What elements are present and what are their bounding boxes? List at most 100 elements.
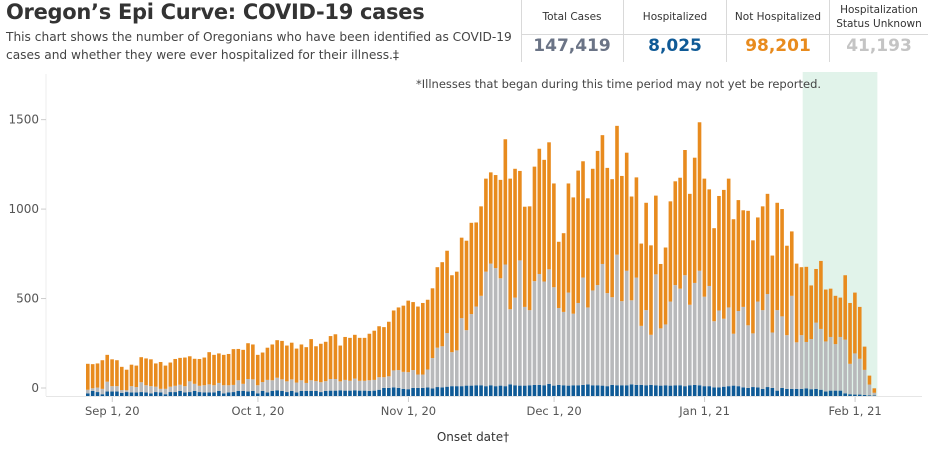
bar-hospitalized (814, 388, 818, 396)
bar-not-hospitalized (100, 360, 105, 389)
bar-hospitalized (722, 386, 726, 396)
bar-hospitalization-status-unknown (90, 388, 95, 391)
bar-not-hospitalized (688, 193, 692, 305)
bar-not-hospitalized (814, 268, 818, 323)
bar-hospitalization-status-unknown (571, 313, 576, 386)
y-tick-label: 0 (31, 381, 39, 395)
bar-not-hospitalized (275, 340, 279, 378)
bar-hospitalized (435, 387, 440, 396)
x-axis-ticks: Sep 1, 20 Oct 1, 20 Nov 1, 20 Dec 1, 20 Jan … (85, 397, 882, 418)
bar-hospitalized (285, 392, 289, 396)
bar-hospitalization-status-unknown (794, 342, 799, 389)
bar-hospitalized (119, 392, 124, 396)
bar-hospitalization-status-unknown (518, 260, 522, 386)
bar-not-hospitalized (751, 240, 755, 334)
bar-hospitalized (775, 390, 780, 396)
bar-hospitalized (770, 387, 775, 396)
bar-hospitalized (377, 389, 381, 396)
bar-hospitalized (804, 388, 809, 396)
bar-hospitalization-status-unknown (712, 321, 716, 388)
bar-not-hospitalized (639, 243, 644, 326)
bar-hospitalized (474, 385, 478, 396)
bar-hospitalization-status-unknown (799, 335, 804, 389)
bar-hospitalization-status-unknown (440, 346, 445, 388)
bar-hospitalization-status-unknown (202, 385, 207, 393)
bar-not-hospitalized (736, 200, 741, 312)
bar-not-hospitalized (658, 263, 663, 329)
bar-hospitalization-status-unknown (581, 277, 585, 385)
bar-hospitalization-status-unknown (683, 275, 687, 387)
bar-hospitalized (304, 390, 309, 396)
bar-hospitalization-status-unknown (746, 325, 750, 388)
bar-hospitalized (246, 391, 250, 396)
bar-not-hospitalized (610, 179, 614, 298)
bar-hospitalized (421, 387, 425, 396)
kpi-label: Not Hospitalized (727, 0, 829, 35)
bar-not-hospitalized (406, 300, 411, 373)
bar-hospitalized (581, 384, 585, 396)
bar-hospitalization-status-unknown (566, 292, 571, 386)
bar-hospitalized (760, 388, 765, 396)
bar-not-hospitalized (857, 306, 862, 359)
bar-hospitalized (357, 390, 362, 396)
bar-hospitalized (309, 390, 313, 396)
bar-hospitalization-status-unknown (707, 285, 712, 387)
bar-not-hospitalized (561, 233, 566, 312)
bar-not-hospitalized (255, 354, 260, 386)
bar-hospitalization-status-unknown (828, 336, 833, 391)
bar-not-hospitalized (537, 148, 542, 274)
bar-hospitalization-status-unknown (450, 352, 454, 387)
bar-hospitalization-status-unknown (401, 371, 406, 389)
bar-hospitalization-status-unknown (367, 380, 372, 391)
bar-hospitalized (348, 390, 352, 396)
bar-hospitalization-status-unknown (323, 381, 328, 391)
bar-not-hospitalized (362, 337, 367, 381)
bar-hospitalized (828, 390, 833, 396)
bar-hospitalized (663, 385, 668, 396)
bar-not-hospitalized (401, 305, 406, 372)
bar-hospitalized (144, 392, 148, 396)
bar-not-hospitalized (134, 365, 139, 388)
bar-not-hospitalized (382, 327, 386, 378)
bar-hospitalized (391, 387, 396, 396)
bar-hospitalized (678, 385, 682, 396)
bar-not-hospitalized (280, 340, 284, 380)
bar-hospitalization-status-unknown (158, 388, 163, 393)
y-tick-label: 500 (16, 292, 39, 306)
bar-hospitalization-status-unknown (629, 300, 634, 385)
bar-hospitalized (416, 387, 420, 396)
bar-hospitalization-status-unknown (785, 335, 789, 389)
bar-hospitalization-status-unknown (620, 301, 624, 386)
bar-not-hospitalized (202, 357, 207, 386)
bar-hospitalized (221, 393, 226, 396)
bar-hospitalization-status-unknown (867, 384, 872, 396)
bar-hospitalization-status-unknown (100, 388, 105, 395)
bar-hospitalized (809, 389, 813, 396)
bar-hospitalized (353, 390, 357, 396)
bar-hospitalized (561, 385, 566, 396)
bar-hospitalization-status-unknown (246, 379, 250, 392)
x-tick-label: Jan 1, 21 (678, 404, 730, 418)
bar-not-hospitalized (668, 201, 673, 302)
bar-hospitalization-status-unknown (658, 328, 663, 386)
bar-hospitalized (241, 390, 245, 396)
bar-hospitalization-status-unknown (765, 294, 770, 388)
bar-hospitalization-status-unknown (265, 379, 270, 393)
bar-not-hospitalized (867, 375, 872, 385)
bar-hospitalization-status-unknown (731, 333, 736, 386)
bar-not-hospitalized (479, 206, 483, 296)
bar-not-hospitalized (226, 353, 231, 386)
bar-hospitalized (518, 385, 522, 396)
bar-not-hospitalized (357, 337, 362, 381)
bar-hospitalized (649, 384, 653, 396)
bar-not-hospitalized (421, 302, 425, 375)
bar-hospitalization-status-unknown (488, 263, 493, 386)
bar-not-hospitalized (285, 345, 289, 382)
bar-not-hospitalized (119, 366, 124, 391)
bar-hospitalization-status-unknown (872, 392, 877, 396)
bar-hospitalized (639, 384, 644, 396)
bar-not-hospitalized (289, 342, 294, 380)
bar-hospitalization-status-unknown (775, 310, 780, 391)
bar-not-hospitalized (217, 353, 221, 383)
bar-hospitalization-status-unknown (275, 377, 279, 391)
